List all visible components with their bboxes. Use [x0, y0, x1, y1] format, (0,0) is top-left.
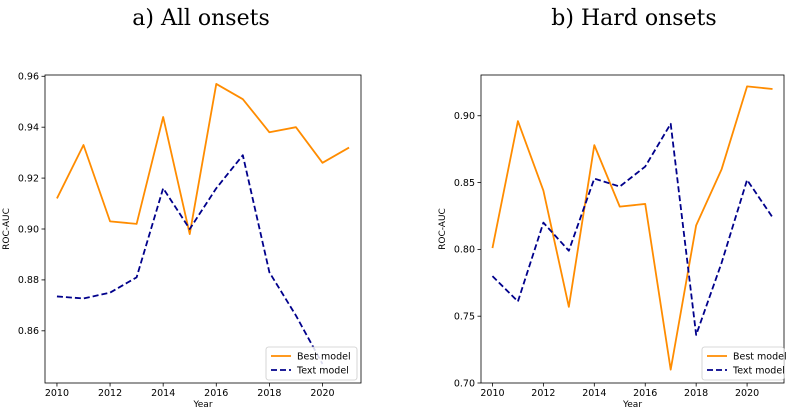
axes-frame: [480, 74, 785, 384]
series-line-text-model: [491, 122, 774, 336]
y-tick-label: 0.94: [18, 122, 39, 133]
x-tick-label: 2018: [684, 388, 708, 399]
y-tick-label: 0.85: [454, 178, 475, 189]
x-tick-label: 2020: [735, 388, 759, 399]
panel-a-title: a) All onsets: [132, 6, 270, 31]
x-axis-label: Year: [622, 400, 642, 410]
x-tick-label: 2016: [633, 388, 657, 399]
y-axis-label: ROC-AUC: [2, 208, 12, 250]
series-line-text-model: [56, 154, 324, 365]
panel-b-title: b) Hard onsets: [551, 6, 716, 31]
y-tick-label: 0.75: [454, 311, 475, 322]
x-tick-label: 2014: [151, 388, 175, 399]
y-tick-label: 0.86: [18, 326, 39, 337]
legend-label: Best model: [297, 351, 351, 362]
x-tick-label: 2010: [45, 388, 69, 399]
legend-label: Text model: [732, 365, 785, 376]
y-tick-label: 0.80: [454, 245, 475, 256]
x-tick-label: 2018: [257, 388, 281, 399]
y-tick-label: 0.70: [454, 378, 475, 389]
panel-a-plot: 2010 2012 2014 2016 2018 2020 0.86 0.88 0.90 0.92…: [2, 72, 362, 410]
x-tick-label: 2016: [204, 388, 228, 399]
y-tick-label: 0.88: [18, 275, 39, 286]
x-tick-label: 2020: [310, 388, 334, 399]
series-line-best-model: [491, 85, 773, 371]
legend-label: Best model: [733, 351, 787, 362]
y-tick-label: 0.90: [454, 111, 475, 122]
x-tick-label: 2012: [98, 388, 122, 399]
y-tick-label: 0.92: [18, 173, 39, 184]
axes-frame: [44, 74, 362, 384]
x-tick-label: 2012: [531, 388, 555, 399]
x-tick-label: 2010: [480, 388, 504, 399]
y-tick-label: 0.90: [18, 224, 39, 235]
legend-label: Text model: [296, 365, 349, 376]
y-tick-label: 0.96: [18, 72, 39, 83]
series-line-best-model: [56, 83, 350, 235]
panel-b-plot: 2010 2012 2014 2016 2018 2020 0.70 0.75 0.80 0.85…: [438, 74, 787, 410]
x-axis-label: Year: [192, 400, 212, 410]
x-tick-label: 2014: [582, 388, 606, 399]
y-axis-label: ROC-AUC: [438, 208, 448, 250]
